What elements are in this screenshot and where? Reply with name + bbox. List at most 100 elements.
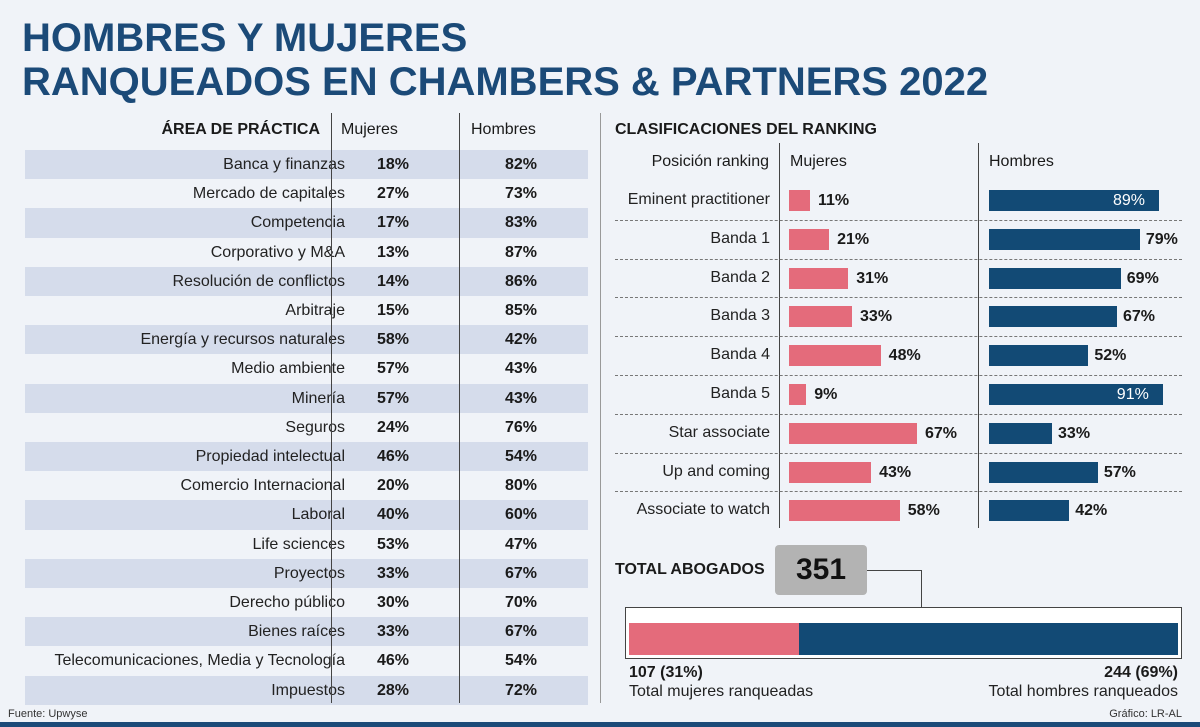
column-divider [779, 143, 780, 528]
mujeres-value: 46% [377, 448, 410, 465]
mujeres-value: 57% [377, 389, 410, 407]
row-separator [615, 375, 1182, 376]
area-name: Propiedad intelectual [195, 448, 345, 465]
area-name: Life sciences [252, 535, 346, 553]
table-row: Energía y recursos naturales 58% 42% [25, 325, 588, 355]
area-name: Proyectos [273, 564, 345, 582]
bar-hombres [989, 228, 1140, 250]
bar-mujeres [789, 345, 881, 367]
bar-label-mujeres: 21% [837, 230, 870, 248]
bar-hombres [989, 190, 1159, 211]
mujeres-value: 13% [377, 243, 410, 261]
bar-label-hombres: 33% [1058, 424, 1091, 442]
hombres-value: 42% [505, 331, 538, 349]
area-name: Mercado de capitales [192, 185, 345, 203]
bar-label-mujeres: 67% [924, 424, 957, 442]
table-row: Impuestos 28% 72% [25, 675, 588, 705]
table-row: Minería 57% 43% [25, 383, 588, 413]
bar-label-mujeres: 9% [814, 386, 838, 403]
area-name: Energía y recursos naturales [140, 331, 345, 349]
total-hombres-caption: Total hombres ranqueados [988, 683, 1178, 700]
mujeres-value: 33% [377, 564, 410, 582]
ranking-category-label: Banda 2 [710, 268, 770, 286]
table-row: Derecho público 30% 70% [25, 588, 588, 617]
bar-mujeres [789, 190, 810, 211]
table-row: Propiedad intelectual 46% 54% [25, 442, 588, 472]
table-row: Mercado de capitales 27% 73% [25, 179, 588, 208]
area-name: Comercio Internacional [180, 477, 345, 495]
column-divider [978, 143, 979, 528]
bar-mujeres [789, 267, 849, 289]
bar-label-mujeres: 33% [860, 308, 893, 326]
hombres-value: 80% [505, 477, 538, 495]
header-area: ÁREA DE PRÁCTICA [161, 121, 320, 138]
mujeres-value: 58% [377, 331, 410, 349]
header-position: Posición ranking [651, 153, 769, 170]
hombres-value: 76% [505, 418, 538, 436]
total-bar-hombres [799, 623, 1178, 655]
bar-mujeres [789, 500, 900, 522]
hombres-value: 85% [505, 302, 538, 319]
ranking-category-label: Associate to watch [636, 501, 770, 519]
mujeres-value: 57% [377, 360, 410, 378]
ranking-category-label: Up and coming [662, 462, 770, 480]
mujeres-value: 20% [377, 477, 410, 495]
mujeres-value: 53% [377, 535, 410, 553]
mujeres-value: 15% [377, 302, 410, 319]
mujeres-value: 33% [377, 623, 410, 641]
header-hombres: Hombres [471, 121, 536, 138]
area-name: Minería [291, 389, 345, 407]
bar-mujeres [789, 422, 917, 444]
hombres-value: 82% [505, 156, 538, 173]
bottom-band [0, 722, 1200, 727]
table-row: Medio ambiente 57% 43% [25, 354, 588, 383]
area-name: Medio ambiente [231, 360, 345, 378]
bar-label-mujeres: 48% [888, 347, 921, 365]
bar-label-hombres: 69% [1126, 269, 1159, 287]
mujeres-value: 17% [377, 214, 410, 232]
ranking-category-label: Banda 3 [710, 307, 770, 325]
hombres-value: 72% [505, 681, 538, 699]
mujeres-value: 27% [377, 185, 410, 203]
bar-label-hombres: 89% [1112, 192, 1146, 209]
connector-line [921, 570, 922, 607]
row-separator [615, 491, 1182, 493]
total-label: TOTAL ABOGADOS [615, 561, 765, 578]
row-separator [615, 297, 1182, 299]
ranking-category-label: Banda 1 [710, 229, 770, 247]
area-name: Resolución de conflictos [172, 272, 345, 290]
mujeres-value: 14% [377, 272, 410, 290]
bar-hombres [989, 345, 1089, 367]
bar-label-hombres: 79% [1145, 230, 1178, 248]
column-divider [459, 113, 460, 703]
bar-label-hombres: 67% [1122, 308, 1155, 326]
bar-mujeres [789, 306, 853, 328]
page-title-line-1: HOMBRES Y MUJERES [22, 16, 468, 60]
ranking-category-label: Banda 4 [710, 346, 770, 364]
area-name: Impuestos [271, 681, 345, 699]
hombres-value: 73% [505, 185, 538, 203]
table-row: Proyectos 33% 67% [25, 558, 588, 588]
page-title-line-2: RANQUEADOS EN CHAMBERS & PARTNERS 2022 [22, 60, 989, 104]
table-row: Bienes raíces 33% 67% [25, 617, 588, 647]
ranking-category-label: Eminent practitioner [627, 191, 770, 208]
row-separator [615, 452, 1182, 454]
area-name: Laboral [291, 506, 345, 524]
ranking-category-label: Star associate [668, 423, 770, 441]
table-row: Comercio Internacional 20% 80% [25, 471, 588, 500]
row-separator [615, 413, 1182, 415]
mujeres-value: 18% [377, 156, 410, 173]
bar-hombres [989, 267, 1121, 289]
hombres-value: 60% [505, 506, 538, 524]
bar-label-hombres: 57% [1103, 463, 1136, 481]
table-row: Competencia 17% 83% [25, 208, 588, 238]
bar-label-hombres: 42% [1075, 502, 1108, 520]
area-name: Derecho público [229, 594, 345, 611]
table-row: Banca y finanzas 18% 82% [25, 150, 588, 180]
mujeres-value: 30% [377, 594, 410, 611]
hombres-value: 54% [505, 448, 538, 465]
table-row: Corporativo y M&A 13% 87% [25, 238, 588, 267]
hombres-value: 87% [505, 243, 538, 261]
column-divider [331, 113, 332, 703]
hombres-value: 70% [505, 594, 538, 611]
